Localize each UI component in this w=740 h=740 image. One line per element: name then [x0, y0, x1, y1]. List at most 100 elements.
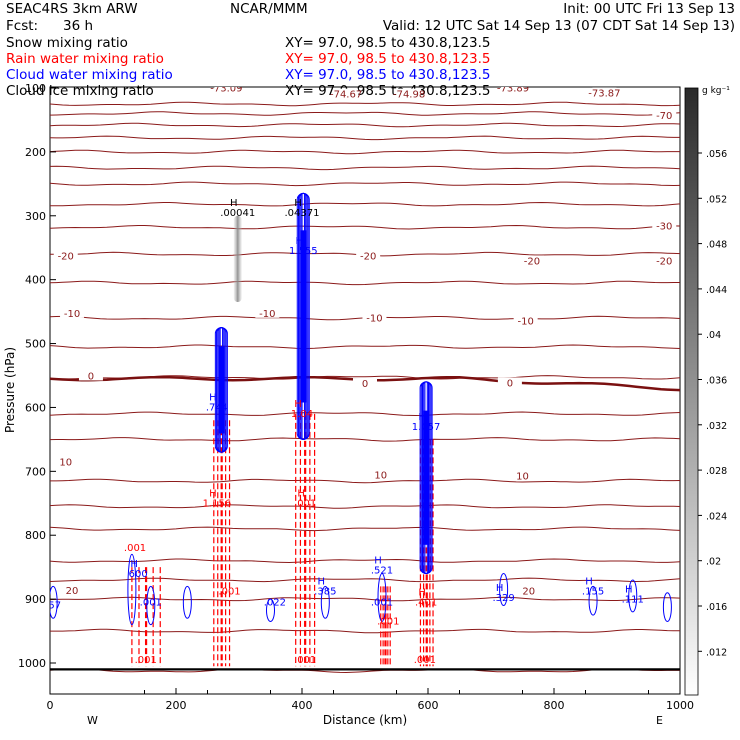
colorbar-label: .04: [706, 330, 721, 341]
temperature-label: 10: [374, 470, 387, 481]
colorbar-unit: g kg⁻¹: [702, 86, 730, 96]
low-cloud-cells: [50, 553, 672, 626]
isotherm-line: [50, 111, 680, 116]
x-tick-label: 600: [418, 699, 439, 712]
source-label: NCAR/MMM: [230, 1, 308, 17]
plot-area: -74.67 -74.98 -73.87 -73.09 -73.89 -70 -30 -20 -…: [50, 83, 680, 674]
temperature-label-bg: [362, 312, 387, 323]
y-tick-label: 100: [25, 82, 46, 95]
temperature-label: 0: [507, 378, 513, 389]
x-tick-label: 400: [292, 699, 313, 712]
low-cloud-cell: [182, 585, 192, 619]
field-name-0: Snow mixing ratio: [6, 35, 128, 51]
max-value: .001: [414, 655, 436, 666]
temperature-label-bg: [510, 470, 535, 481]
max-value: .001: [377, 617, 399, 628]
temperature-label-bg: [214, 87, 239, 93]
max-value: .001: [124, 543, 146, 554]
temperature-label: 0: [88, 371, 94, 382]
max-value: .022: [264, 598, 286, 609]
rain-contours: [131, 413, 434, 667]
max-value: 1.057: [412, 422, 441, 433]
forecast-hours: 36 h: [63, 18, 93, 34]
max-marker: H: [585, 577, 593, 588]
isotherm-line: [50, 101, 680, 107]
max-value: .521: [371, 566, 393, 577]
field-xy-1: XY= 97.0, 98.5 to 430.8,123.5: [285, 51, 491, 67]
isotherm-line: [50, 149, 680, 155]
y-tick-label: 400: [25, 274, 46, 287]
temperature-label-bg: [353, 378, 377, 389]
temperature-label-bg: [53, 250, 78, 261]
isotherm-line: [50, 201, 680, 207]
max-marker: H: [318, 577, 326, 588]
y-tick-label: 500: [25, 338, 46, 351]
temperature-label-bg: [334, 88, 359, 99]
y-axis-label: Pressure (hPa): [3, 347, 17, 433]
colorbar-label: .048: [706, 240, 727, 251]
isotherm-line: [50, 411, 680, 417]
plot-frame: [49, 86, 681, 695]
isotherm-line: [50, 181, 680, 187]
low-cloud-cell: [499, 573, 509, 606]
max-value: .04371: [285, 208, 320, 219]
isotherm-line: [50, 280, 680, 286]
x-tick-label: 0: [47, 699, 54, 712]
x-tick-label: 200: [166, 699, 187, 712]
temperature-label: 0: [362, 379, 368, 390]
isotherm-line: [50, 577, 680, 583]
max-value: .155: [582, 587, 604, 598]
direction-west: W: [87, 714, 98, 727]
max-value: .401: [415, 598, 437, 609]
valid-time: Valid: 12 UTC Sat 14 Sep 13 (07 CDT Sat …: [383, 18, 735, 34]
max-value: .001: [371, 598, 393, 609]
temperature-label-bg: [513, 315, 538, 326]
colorbar-labels: .056 .052 .048 .044 .04 .036 .032 .028 .024 .02 .0…: [698, 149, 727, 658]
low-cloud-cell: [588, 585, 598, 616]
max-marker: H: [209, 393, 217, 404]
temperature-label: -10: [366, 313, 382, 324]
temperature-label-bg: [78, 370, 103, 381]
init-time: Init: 00 UTC Fri 13 Sep 13: [563, 1, 735, 17]
max-marker: H: [294, 198, 302, 209]
colorbar-label: .012: [706, 647, 727, 658]
y-tick-label: 300: [25, 210, 46, 223]
cloud-water-contours: [214, 192, 433, 575]
low-cloud-cell: [377, 573, 387, 622]
temperature-label: -73.09: [210, 83, 242, 94]
max-value: 1.04: [291, 409, 313, 420]
temperature-label-bg: [652, 220, 677, 231]
axes: 0 200 400 600 800 100010020030040050060070080…: [18, 82, 694, 712]
max-value: .001: [218, 587, 240, 598]
max-value: .111: [622, 594, 644, 605]
max-value: .385: [314, 587, 336, 598]
max-marker: H: [295, 236, 303, 247]
colorbar-label: .02: [706, 557, 721, 568]
temperature-label-bg: [652, 109, 677, 120]
temperature-label-bg: [652, 255, 677, 266]
isotherm-line: [50, 504, 680, 509]
field-xy-3: XY= 97.0, 98.5 to 430.8,123.5: [285, 83, 491, 99]
field-name-1: Rain water mixing ratio: [6, 51, 164, 67]
y-tick-label: 1000: [18, 657, 46, 670]
temperature-label: -10: [64, 309, 80, 320]
maximum-labels: H.00041H.04371H1.555H.744H1.057H600H.521…: [50, 198, 644, 666]
y-tick-label: 900: [25, 593, 46, 606]
temperature-label: -73.89: [497, 83, 529, 94]
temperature-label: -74.67: [330, 90, 362, 101]
temperature-label: 20: [66, 586, 79, 597]
temperature-label: -30: [656, 221, 672, 232]
temperature-label: -20: [58, 251, 74, 262]
temperature-label-bg: [356, 250, 381, 261]
max-value: .001: [294, 498, 316, 509]
direction-east: E: [656, 714, 663, 727]
max-value: .329: [492, 593, 514, 604]
temperature-label: -70: [656, 111, 672, 122]
temperature-label-bg: [368, 469, 393, 480]
isotherm-line: [50, 526, 680, 532]
colorbar-label: .056: [706, 149, 727, 160]
x-tick-label: 1000: [666, 699, 694, 712]
temperature-label: -74.98: [393, 90, 425, 101]
x-axis-label: Distance (km): [323, 713, 407, 727]
